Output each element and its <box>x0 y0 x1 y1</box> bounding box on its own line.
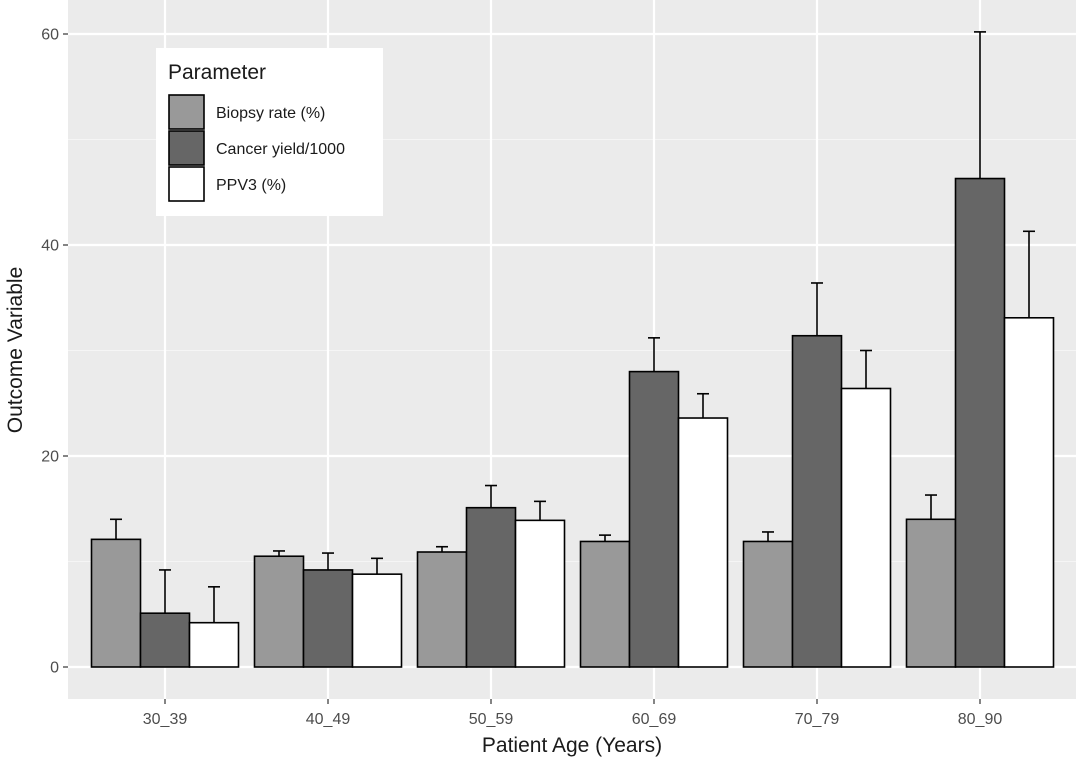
bar <box>840 387 892 668</box>
bar <box>791 334 843 668</box>
error-bar <box>159 569 171 614</box>
error-bars <box>110 31 1035 623</box>
error-bar <box>648 337 660 372</box>
error-bar <box>599 534 611 542</box>
error-bar <box>697 392 709 419</box>
error-bar <box>436 545 448 553</box>
error-bar <box>925 494 937 520</box>
y-axis: 0 20 40 60 <box>41 27 68 677</box>
bar <box>253 555 305 668</box>
x-tick-label: 80_90 <box>958 711 1003 728</box>
error-bar <box>322 552 334 570</box>
bar <box>302 569 354 668</box>
legend-item: Biopsy rate (%) <box>168 94 325 130</box>
y-tick-label: 0 <box>50 660 59 677</box>
legend-item: Cancer yield/1000 <box>168 130 345 166</box>
bar <box>579 540 631 668</box>
error-bar <box>1023 230 1035 318</box>
x-tick-label: 60_69 <box>632 711 677 728</box>
error-bar <box>208 586 220 623</box>
x-tick-label: 50_59 <box>469 711 514 728</box>
error-bar <box>534 500 546 521</box>
error-bar <box>762 531 774 542</box>
legend-label: Cancer yield/1000 <box>216 141 345 158</box>
error-bar <box>485 484 497 508</box>
bars <box>90 177 1055 668</box>
legend-label: PPV3 (%) <box>216 177 286 194</box>
y-tick-label: 40 <box>41 238 59 255</box>
x-axis-title: Patient Age (Years) <box>482 734 662 757</box>
x-axis: 30_39 40_49 50_59 60_69 70_79 80_90 <box>143 699 1003 728</box>
bar <box>954 177 1006 668</box>
error-bar <box>860 349 872 389</box>
bar <box>677 417 729 668</box>
legend-key <box>168 94 205 130</box>
y-tick-label: 20 <box>41 449 59 466</box>
bar <box>465 506 517 668</box>
error-bar <box>811 282 823 336</box>
legend-key <box>168 166 205 202</box>
error-bar <box>371 557 383 575</box>
bar <box>742 540 794 668</box>
legend: Parameter Biopsy rate (%) Cancer yield/10… <box>156 48 383 216</box>
error-bar <box>974 31 986 179</box>
x-tick-label: 40_49 <box>306 711 351 728</box>
legend-key <box>168 130 205 166</box>
bar <box>188 621 240 668</box>
bar <box>514 519 566 668</box>
bar <box>139 612 191 668</box>
bar <box>628 370 680 668</box>
y-tick-label: 60 <box>41 27 59 44</box>
legend-item: PPV3 (%) <box>168 166 286 202</box>
bar <box>905 518 957 668</box>
x-tick-label: 70_79 <box>795 711 840 728</box>
bar <box>351 573 403 668</box>
legend-label: Biopsy rate (%) <box>216 105 325 122</box>
y-axis-title: Outcome Variable <box>4 267 27 434</box>
bar <box>1003 316 1055 668</box>
error-bar <box>273 550 285 557</box>
bar <box>90 538 142 668</box>
legend-title: Parameter <box>168 61 266 84</box>
x-tick-label: 30_39 <box>143 711 188 728</box>
error-bar <box>110 518 122 540</box>
bar <box>416 551 468 668</box>
